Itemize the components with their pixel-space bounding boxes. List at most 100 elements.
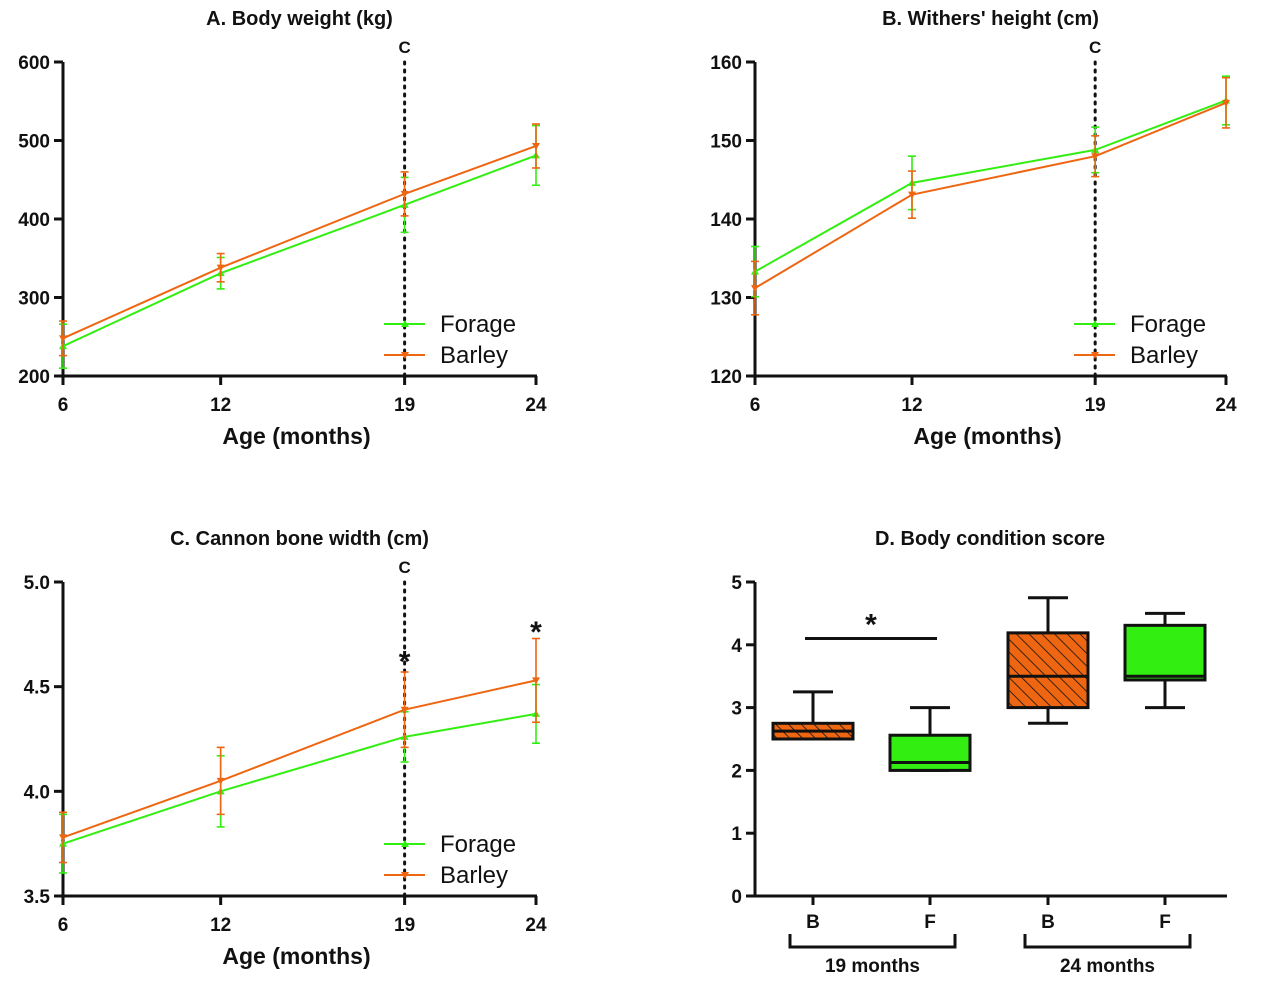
legend-label: Barley xyxy=(440,342,508,369)
bracket-line xyxy=(788,934,957,949)
legend-marker xyxy=(1091,320,1099,327)
group-bracket: 19 months xyxy=(788,934,957,977)
x-axis-label: Age (months) xyxy=(913,423,1061,449)
legend-marker xyxy=(401,352,409,359)
legend-item-barley: Barley xyxy=(384,862,508,889)
y-tick-label: 500 xyxy=(18,132,50,153)
data-point xyxy=(751,285,759,293)
series-line xyxy=(754,101,1227,289)
legend-marker xyxy=(401,840,409,847)
y-tick-label: 0 xyxy=(731,887,742,908)
series-barley xyxy=(59,637,540,864)
data-point xyxy=(1091,153,1100,161)
data-point xyxy=(216,777,225,785)
x-axis-label: Age (months) xyxy=(222,423,370,449)
legend-item-barley: Barley xyxy=(1074,342,1198,369)
chart-title: A. Body weight (kg) xyxy=(206,8,393,30)
y-tick-label: 3 xyxy=(731,699,742,720)
y-tick-label: 400 xyxy=(18,210,50,231)
legend-marker xyxy=(401,872,409,879)
x-tick-label: 19 xyxy=(394,395,415,416)
legend-label: Barley xyxy=(1130,342,1198,369)
reference-line-label: C xyxy=(1089,38,1101,57)
box-f-24 xyxy=(1123,611,1207,710)
data-point xyxy=(1222,99,1230,107)
group-label: 19 months xyxy=(825,956,920,976)
x-tick-label: 24 xyxy=(525,915,547,936)
y-tick-label: 4.0 xyxy=(24,782,50,803)
significance-star: * xyxy=(399,645,411,678)
y-tick-label: 300 xyxy=(18,289,50,310)
legend-label: Forage xyxy=(440,311,516,338)
legend-marker xyxy=(401,320,409,327)
x-tick-label: 12 xyxy=(210,395,231,416)
y-tick-label: 200 xyxy=(18,367,50,388)
x-tick-label: 19 xyxy=(394,915,415,936)
box-body xyxy=(1006,631,1090,710)
legend-item-forage: Forage xyxy=(384,831,516,858)
legend-item-barley: Barley xyxy=(384,342,508,369)
data-point xyxy=(400,706,409,714)
legend-item-forage: Forage xyxy=(1074,311,1206,338)
x-tick-label: B xyxy=(1041,912,1055,933)
x-tick-label: F xyxy=(1159,912,1171,933)
y-tick-label: 130 xyxy=(710,289,742,310)
reference-line-label: C xyxy=(398,38,410,57)
x-tick-label: 24 xyxy=(1215,395,1237,416)
chart-panel-2: C. Cannon bone width (cm) 3.5 4.0 4.5 5.0 6 12… xyxy=(24,528,547,969)
legend-label: Forage xyxy=(1130,311,1206,338)
significance-star: * xyxy=(530,616,542,649)
x-tick-label: 12 xyxy=(210,915,231,936)
chart-title: D. Body condition score xyxy=(875,528,1105,550)
y-tick-label: 4 xyxy=(731,636,742,657)
chart-title: C. Cannon bone width (cm) xyxy=(170,528,429,550)
bracket-line xyxy=(1023,934,1192,949)
chart-panel-1: B. Withers' height (cm) 120 130 140 150 160 6 1… xyxy=(710,8,1237,449)
box-f-19 xyxy=(888,706,972,772)
legend-label: Barley xyxy=(440,862,508,889)
x-tick-label: 6 xyxy=(58,395,69,416)
y-tick-label: 5.0 xyxy=(24,573,50,594)
x-tick-label: F xyxy=(924,912,936,933)
group-label: 24 months xyxy=(1060,956,1155,976)
x-tick-label: B xyxy=(806,912,820,933)
series-line xyxy=(62,679,537,839)
reference-line-label: C xyxy=(398,558,410,577)
series-line xyxy=(62,145,537,340)
significance-star: * xyxy=(865,609,877,642)
chart-panel-3: D. Body condition score 0 1 2 3 4 5 B F B F * 19 mon… xyxy=(731,528,1227,977)
chart-title: B. Withers' height (cm) xyxy=(882,8,1099,30)
y-tick-label: 1 xyxy=(731,824,742,845)
x-tick-label: 12 xyxy=(901,395,922,416)
x-tick-label: 6 xyxy=(58,915,69,936)
group-bracket: 24 months xyxy=(1023,934,1192,977)
series-barley xyxy=(751,76,1230,316)
box-body xyxy=(1123,623,1207,682)
y-tick-label: 4.5 xyxy=(24,678,51,699)
y-tick-label: 120 xyxy=(710,367,742,388)
legend-marker xyxy=(1091,352,1099,359)
y-tick-label: 160 xyxy=(710,53,742,74)
series-line xyxy=(754,99,1227,273)
legend-label: Forage xyxy=(440,831,516,858)
data-point xyxy=(532,142,540,150)
data-point xyxy=(532,677,540,685)
legend-item-forage: Forage xyxy=(384,311,516,338)
x-axis-label: Age (months) xyxy=(222,943,370,969)
y-tick-label: 5 xyxy=(731,573,742,594)
data-point xyxy=(216,264,225,272)
box-b-24 xyxy=(1006,596,1090,725)
chart-panel-0: A. Body weight (kg) 200 300 400 500 600 6 12 19 2… xyxy=(18,8,547,449)
x-tick-label: 6 xyxy=(750,395,761,416)
data-point xyxy=(59,834,67,842)
series-line xyxy=(62,712,537,845)
y-tick-label: 150 xyxy=(710,132,742,153)
series-forage xyxy=(751,75,1230,298)
data-point xyxy=(908,191,916,199)
y-tick-label: 2 xyxy=(731,761,742,782)
box-body xyxy=(888,733,972,772)
data-point xyxy=(59,335,67,343)
series-line xyxy=(62,154,537,348)
